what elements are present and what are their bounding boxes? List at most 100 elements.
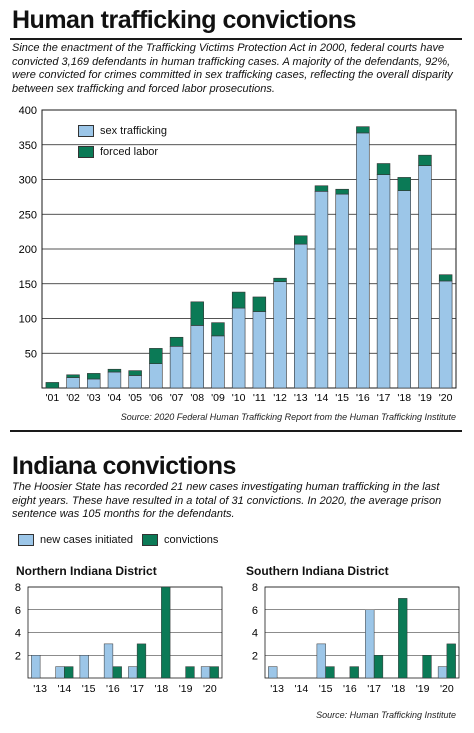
bar-convictions bbox=[185, 666, 195, 679]
x-tick-label: '10 bbox=[232, 392, 246, 404]
bar-sex-trafficking bbox=[376, 174, 391, 389]
section-intro-indiana: The Hoosier State has recorded 21 new ca… bbox=[12, 481, 442, 520]
bar-forced-labor bbox=[438, 274, 453, 282]
section-intro-national: Since the enactment of the Trafficking V… bbox=[12, 42, 453, 95]
x-tick-label: '15 bbox=[335, 392, 349, 404]
x-tick-label: '17 bbox=[130, 683, 144, 695]
bar-new-cases bbox=[268, 666, 278, 679]
x-tick-label: '17 bbox=[377, 392, 391, 404]
bar-forced-labor bbox=[128, 370, 142, 376]
bar-convictions bbox=[209, 666, 219, 679]
bar-sex-trafficking bbox=[418, 165, 432, 389]
bar-new-cases bbox=[31, 655, 41, 679]
bar-forced-labor bbox=[314, 185, 329, 192]
bar-forced-labor bbox=[397, 177, 411, 191]
bar-sex-trafficking bbox=[335, 193, 349, 389]
x-tick-label: '01 bbox=[46, 392, 60, 404]
legend-swatch-new-cases bbox=[18, 534, 34, 546]
x-tick-label: '13 bbox=[294, 392, 308, 404]
bar-convictions bbox=[136, 643, 147, 679]
bar-convictions bbox=[349, 666, 359, 679]
legend-label-sex-trafficking: sex trafficking bbox=[100, 125, 168, 137]
bar-forced-labor bbox=[211, 322, 225, 337]
x-tick-label: '16 bbox=[106, 683, 120, 695]
bar-convictions bbox=[422, 655, 432, 679]
bar-convictions bbox=[373, 655, 384, 679]
x-tick-label: '20 bbox=[203, 683, 217, 695]
y-tick-label: 250 bbox=[19, 209, 37, 221]
legend-new-cases: new cases initiated bbox=[18, 534, 133, 546]
y-tick-label: 8 bbox=[252, 582, 258, 594]
bar-new-cases bbox=[316, 643, 326, 679]
subchart-title-northern: Northern Indiana District bbox=[16, 564, 157, 578]
subchart-title-southern: Southern Indiana District bbox=[246, 564, 389, 578]
bar-sex-trafficking bbox=[438, 280, 453, 389]
bar-sex-trafficking bbox=[66, 377, 80, 389]
bar-sex-trafficking bbox=[314, 191, 329, 389]
legend-sex-trafficking: sex trafficking bbox=[78, 125, 167, 137]
x-tick-label: '14 bbox=[58, 683, 72, 695]
x-tick-label: '14 bbox=[315, 392, 329, 404]
y-tick-label: 6 bbox=[15, 605, 21, 617]
x-tick-label: '13 bbox=[270, 683, 284, 695]
section-title-national: Human trafficking convictions bbox=[12, 6, 356, 34]
y-tick-label: 2 bbox=[252, 650, 258, 662]
bar-convictions bbox=[112, 666, 122, 679]
northern-district-chart: 2 4 6 8 '13 '14 '15 '16 '17 '18 '19 '20 bbox=[15, 582, 223, 695]
bar-new-cases bbox=[79, 655, 89, 679]
bar-forced-labor bbox=[190, 301, 204, 326]
x-tick-label: '16 bbox=[356, 392, 370, 404]
y-tick-label: 150 bbox=[19, 279, 37, 291]
x-tick-label: '12 bbox=[273, 392, 287, 404]
bar-sex-trafficking bbox=[87, 378, 101, 389]
bar-sex-trafficking bbox=[169, 345, 184, 389]
bar-sex-trafficking bbox=[128, 375, 142, 389]
x-tick-label: '09 bbox=[211, 392, 225, 404]
bar-convictions bbox=[64, 666, 74, 679]
x-tick-label: '07 bbox=[170, 392, 184, 404]
y-tick-label: 4 bbox=[15, 628, 21, 640]
y-tick-label: 200 bbox=[19, 244, 37, 256]
x-tick-label: '02 bbox=[66, 392, 80, 404]
bar-convictions bbox=[398, 598, 408, 679]
bar-forced-labor bbox=[376, 163, 391, 175]
x-tick-label: '08 bbox=[190, 392, 204, 404]
x-tick-label: '20 bbox=[439, 392, 453, 404]
x-tick-label: '05 bbox=[128, 392, 142, 404]
bar-sex-trafficking bbox=[397, 190, 411, 389]
bar-forced-labor bbox=[169, 336, 184, 347]
bar-convictions bbox=[161, 586, 171, 679]
x-tick-label: '17 bbox=[367, 683, 381, 695]
bar-sex-trafficking bbox=[190, 325, 204, 389]
x-tick-label: '14 bbox=[295, 683, 309, 695]
bar-sex-trafficking bbox=[149, 363, 163, 389]
legend-label-forced-labor: forced labor bbox=[100, 146, 159, 158]
bar-convictions bbox=[446, 643, 456, 679]
y-tick-label: 400 bbox=[19, 105, 37, 117]
bar-new-cases bbox=[55, 666, 65, 679]
bar-sex-trafficking bbox=[273, 281, 287, 389]
southern-district-chart: 2 4 6 8 '13 '14 '15 '16 '17 '18 '19 '20 bbox=[252, 582, 460, 695]
x-tick-label: '16 bbox=[343, 683, 357, 695]
section-divider bbox=[10, 430, 462, 432]
x-tick-label: '04 bbox=[108, 392, 122, 404]
x-tick-label: '19 bbox=[418, 392, 432, 404]
bar-forced-labor bbox=[45, 382, 60, 389]
x-tick-label: '15 bbox=[82, 683, 96, 695]
x-tick-label: '06 bbox=[149, 392, 163, 404]
x-tick-label: '19 bbox=[179, 683, 193, 695]
bar-forced-labor bbox=[87, 373, 101, 380]
bar-sex-trafficking bbox=[252, 311, 267, 389]
legend-forced-labor: forced labor bbox=[78, 146, 158, 158]
bar-forced-labor bbox=[231, 291, 246, 309]
x-tick-label: '13 bbox=[33, 683, 47, 695]
bar-new-cases bbox=[128, 666, 138, 679]
x-tick-label: '18 bbox=[397, 392, 411, 404]
y-tick-label: 2 bbox=[15, 650, 21, 662]
bar-sex-trafficking bbox=[211, 335, 225, 389]
x-tick-label: '18 bbox=[392, 683, 406, 695]
legend-convictions: convictions bbox=[142, 534, 218, 546]
bar-forced-labor bbox=[252, 296, 267, 312]
legend-label-convictions: convictions bbox=[164, 534, 219, 546]
